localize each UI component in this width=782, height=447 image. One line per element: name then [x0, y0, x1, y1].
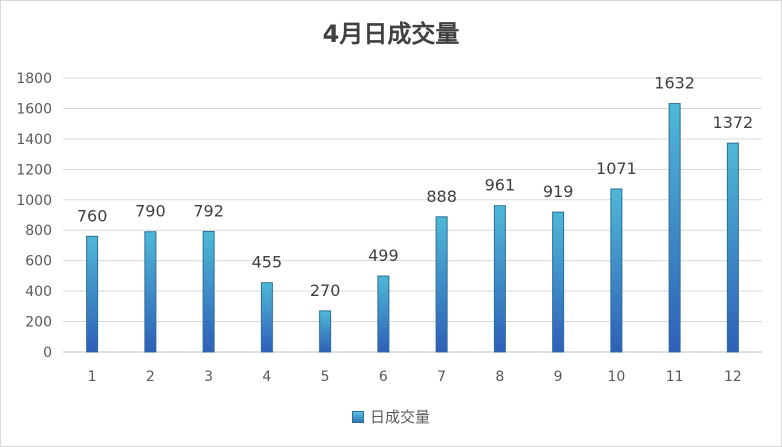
bar: [86, 235, 99, 353]
data-label: 790: [135, 202, 166, 221]
data-label: 270: [310, 281, 341, 300]
y-tick-label: 800: [25, 223, 52, 239]
x-tick-label: 11: [666, 369, 684, 385]
bar: [377, 275, 390, 353]
data-label: 792: [193, 201, 224, 220]
y-tick-label: 1400: [16, 132, 52, 148]
bar: [202, 230, 215, 353]
x-tick-label: 2: [146, 369, 155, 385]
x-tick-label: 4: [262, 369, 271, 385]
data-label: 1071: [596, 159, 637, 178]
data-label: 1632: [654, 74, 695, 93]
bar: [144, 231, 157, 353]
data-label: 499: [368, 246, 399, 265]
y-tick-label: 1800: [16, 71, 52, 87]
bar: [726, 142, 739, 353]
x-tick-label: 3: [204, 369, 213, 385]
bar: [493, 205, 506, 353]
data-label: 919: [543, 182, 574, 201]
y-tick-label: 600: [25, 254, 52, 270]
legend-swatch: [351, 410, 364, 423]
legend: 日成交量: [0, 406, 782, 427]
bar: [610, 188, 623, 353]
y-tick-label: 1000: [16, 193, 52, 209]
y-tick-label: 0: [43, 345, 52, 361]
chart-title: 4月日成交量: [322, 20, 460, 48]
x-tick-label: 8: [495, 369, 504, 385]
x-tick-label: 5: [321, 369, 330, 385]
x-tick-label: 9: [554, 369, 563, 385]
x-tick-label: 10: [607, 369, 625, 385]
legend-label: 日成交量: [369, 408, 430, 426]
x-tick-label: 6: [379, 369, 388, 385]
data-label: 888: [426, 187, 457, 206]
y-tick-label: 1600: [16, 101, 52, 117]
y-tick-label: 400: [25, 284, 52, 300]
y-tick-label: 200: [25, 315, 52, 331]
data-label: 961: [485, 176, 516, 195]
bar: [435, 216, 448, 353]
x-tick-label: 1: [88, 369, 97, 385]
bar: [260, 282, 273, 353]
x-tick-label: 7: [437, 369, 446, 385]
bar: [319, 310, 332, 353]
data-label: 1372: [713, 113, 754, 132]
bar: [668, 103, 681, 353]
x-tick-label: 12: [724, 369, 742, 385]
data-label: 760: [77, 206, 108, 225]
y-tick-label: 1200: [16, 162, 52, 178]
bar: [552, 211, 565, 353]
data-label: 455: [252, 253, 283, 272]
